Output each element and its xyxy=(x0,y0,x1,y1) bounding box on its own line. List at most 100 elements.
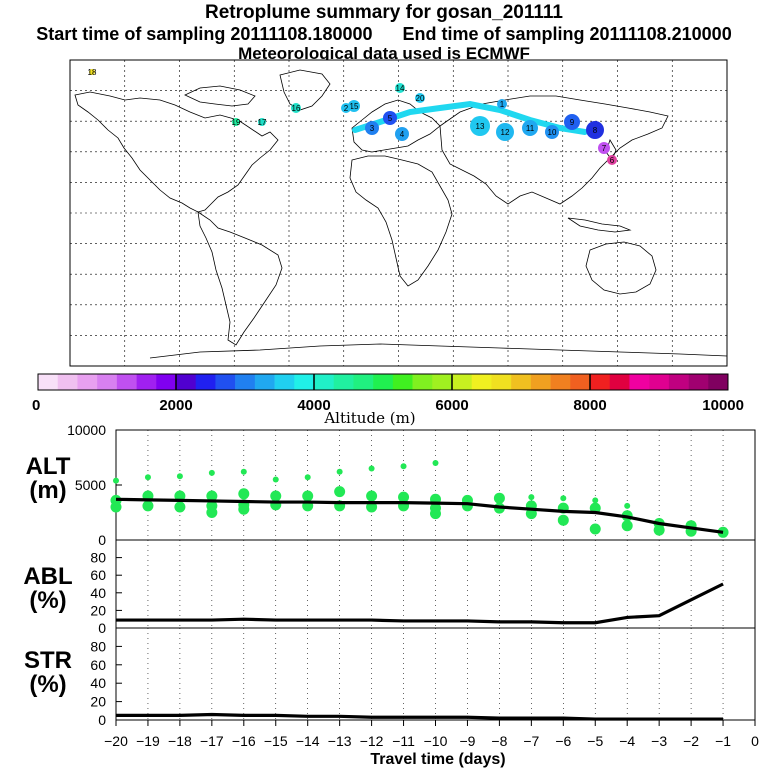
colorbar-cell xyxy=(412,374,433,390)
colorbar-cell xyxy=(668,374,689,390)
alt-scatter-point xyxy=(238,488,250,500)
plume-cluster-marker xyxy=(470,116,490,136)
alt-scatter-point xyxy=(144,474,151,481)
ytick-label: 0 xyxy=(98,712,106,728)
plume-cluster-markers: 16 17 19 15 14 20 13 12 11 10 9 876 54 3 2 1 18 xyxy=(88,68,617,165)
colorbar-cell xyxy=(491,374,512,390)
colorbar-cell xyxy=(195,374,216,390)
chart-title: Retroplume summary for gosan_201111 xyxy=(205,2,563,23)
ytick-label: 0 xyxy=(98,620,106,636)
colorbar-cell xyxy=(590,374,611,390)
series-line-alt xyxy=(115,497,724,534)
plume-cluster-marker xyxy=(291,103,301,113)
colorbar-cell xyxy=(688,374,709,390)
plume-cluster-marker xyxy=(395,127,409,141)
colorbar-cell xyxy=(471,374,492,390)
colorbar-cell xyxy=(511,374,532,390)
africa-outline xyxy=(349,155,453,287)
plume-cluster-number: 6 xyxy=(610,156,615,165)
colorbar-cell xyxy=(294,374,315,390)
ytick-label: 40 xyxy=(90,585,106,601)
plume-cluster-marker xyxy=(497,99,507,109)
alt-scatter-point xyxy=(366,490,378,502)
ytick-label: 80 xyxy=(90,550,106,566)
indonesia-outline xyxy=(567,217,632,233)
colorbar-cell xyxy=(629,374,650,390)
alt-scatter-point xyxy=(304,474,311,481)
sampling-time-line: Start time of sampling 20111108.180000 E… xyxy=(0,24,768,45)
plume-cluster-marker xyxy=(522,120,538,136)
plume-cluster-number: 11 xyxy=(526,124,535,133)
xtick-label: −13 xyxy=(328,733,352,749)
colorbar-tick-label: 2000 xyxy=(159,397,192,414)
plume-cluster-marker xyxy=(415,93,425,103)
end-time-label: End time of sampling 20111108.210000 xyxy=(402,24,732,44)
plume-cluster-marker xyxy=(564,114,580,130)
plume-cluster-marker xyxy=(545,125,559,139)
colorbar-cell xyxy=(254,374,275,390)
colorbar-cell xyxy=(116,374,137,390)
alt-scatter-point xyxy=(430,508,441,520)
xtick-label: −20 xyxy=(104,733,128,749)
xtick-label: −6 xyxy=(555,733,571,749)
colorbar-cell xyxy=(570,374,591,390)
plume-cluster-number: 3 xyxy=(370,124,375,133)
plume-cluster-number: 1 xyxy=(500,100,505,109)
world-map: 16 17 19 15 14 20 13 12 11 10 9 876 54 3 2 1 18 xyxy=(69,59,728,367)
colorbar-cell xyxy=(452,374,473,390)
colorbar-cell xyxy=(550,374,571,390)
start-time-label: Start time of sampling 20111108.180000 xyxy=(36,24,373,44)
colorbar-cell xyxy=(156,374,177,390)
plume-cluster-marker xyxy=(496,123,514,141)
alt-scatter-point xyxy=(336,468,343,475)
colorbar-cell xyxy=(77,374,98,390)
colorbar-cell xyxy=(353,374,374,390)
panel-unit: (m) xyxy=(29,477,66,504)
xtick-label: −15 xyxy=(264,733,288,749)
colorbar-tick-label: 10000 xyxy=(702,397,744,414)
plume-cluster-marker xyxy=(598,142,610,154)
alt-scatter-point xyxy=(206,490,218,502)
series-line-str xyxy=(116,712,724,721)
colorbar-cell xyxy=(432,374,453,390)
plume-cluster-marker xyxy=(383,111,397,125)
alt-scatter-point xyxy=(110,501,122,513)
coastlines xyxy=(74,69,728,359)
colorbar-title: Altitude (m) xyxy=(323,409,415,427)
colorbar-cell xyxy=(215,374,236,390)
alt-scatter-point xyxy=(113,477,119,484)
alt-scatter-point xyxy=(240,468,247,475)
series-line-abl xyxy=(116,582,724,625)
ytick-label: 0 xyxy=(98,532,106,548)
xtick-label: −8 xyxy=(491,733,507,749)
alt-scatter-point xyxy=(174,501,186,513)
ytick-label: 20 xyxy=(90,694,106,710)
plume-cluster-number: 10 xyxy=(548,128,557,137)
plume-cluster-marker xyxy=(258,118,266,126)
alt-scatter-point xyxy=(621,520,633,532)
xtick-label: −4 xyxy=(619,733,635,749)
colorbar-cell xyxy=(97,374,118,390)
ytick-label: 5000 xyxy=(75,477,106,493)
alt-scatter-point xyxy=(238,503,250,515)
panel-label: ABL xyxy=(23,563,72,590)
antarctica-outline xyxy=(149,343,728,359)
alt-scatter-point xyxy=(398,491,410,503)
alt-scatter-point xyxy=(557,514,569,526)
panel-unit: (%) xyxy=(29,671,66,698)
alt-scatter-point xyxy=(176,473,183,480)
plume-cluster-marker xyxy=(365,121,379,135)
plume-cluster-number: 19 xyxy=(232,118,241,127)
europe-outline xyxy=(351,99,441,153)
xtick-label: −16 xyxy=(232,733,256,749)
time-series-panels: 1000050000ALT(m)806040200ABL(%)806040200… xyxy=(23,422,756,728)
alt-scatter-point xyxy=(174,490,186,502)
plume-cluster-number: 18 xyxy=(88,68,97,77)
plume-cluster-number: 14 xyxy=(396,84,405,93)
alt-scatter-point xyxy=(270,490,282,502)
colorbar-frame xyxy=(37,373,729,391)
colorbar-ticks: 0 2000 4000 6000 8000 10000 xyxy=(32,374,744,414)
alt-scatter-point xyxy=(653,524,665,536)
panel-label: STR xyxy=(24,647,72,674)
